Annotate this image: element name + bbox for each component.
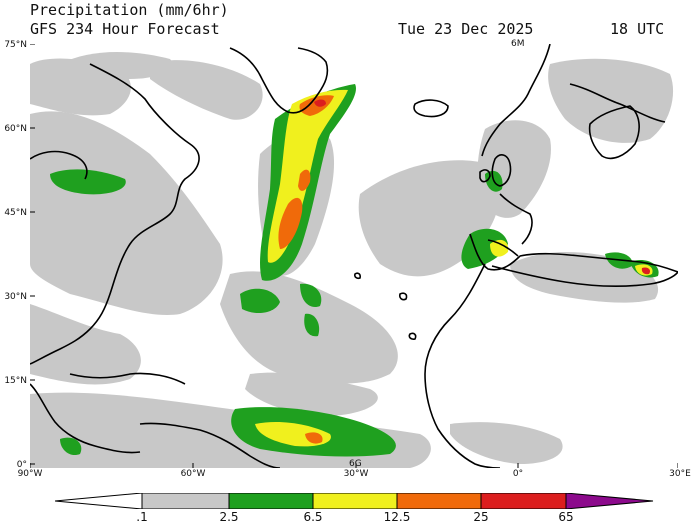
colorbar-segment-01-2-5 xyxy=(142,493,229,509)
lat-label-15n: 15°N xyxy=(4,376,27,386)
lon-label-30e: 30°E xyxy=(669,469,691,479)
colorbar-label-6-5: 6.5 xyxy=(303,510,323,524)
forecast-label: GFS 234 Hour Forecast xyxy=(30,20,220,38)
extreme-precip-layer xyxy=(314,99,651,275)
colorbar-label-12-5: 12.5 xyxy=(383,510,411,524)
colorbar-label-25: 25 xyxy=(473,510,489,524)
lat-label-60n: 60°N xyxy=(4,124,27,134)
marker-6m: 6M xyxy=(511,39,525,49)
lon-label-90w: 90°W xyxy=(17,469,43,479)
colorbar-segment-2-5-6-5 xyxy=(229,493,313,509)
lon-label-0: 0° xyxy=(512,469,524,479)
colorbar-label-65: 65 xyxy=(558,510,574,524)
colorbar-segment-above-65 xyxy=(566,493,653,509)
colorbar-label-0-1: .1 xyxy=(136,510,148,524)
colorbar-segment-below-01 xyxy=(55,493,142,509)
map-title: Precipitation (mm/6hr) xyxy=(30,1,229,19)
lat-label-equator: 0° xyxy=(16,460,27,470)
colorbar xyxy=(55,493,654,509)
precipitation-map xyxy=(30,44,678,468)
colorbar-segment-12-5-25 xyxy=(397,493,481,509)
lat-label-30n: 30°N xyxy=(4,292,27,302)
lon-label-30w: 30°W xyxy=(343,469,369,479)
lat-label-45n: 45°N xyxy=(4,208,27,218)
map-frame-ticks xyxy=(30,44,678,468)
colorbar-segment-6-5-12-5 xyxy=(313,493,397,509)
valid-time: 18 UTC xyxy=(610,20,665,38)
valid-date: Tue 23 Dec 2025 xyxy=(398,20,534,38)
marker-6g: 6G xyxy=(349,459,362,469)
colorbar-segment-25-65 xyxy=(481,493,566,509)
lon-label-60w: 60°W xyxy=(180,469,206,479)
colorbar-label-2-5: 2.5 xyxy=(219,510,239,524)
coastlines xyxy=(30,44,678,468)
lat-label-75n: 75°N xyxy=(4,40,27,50)
